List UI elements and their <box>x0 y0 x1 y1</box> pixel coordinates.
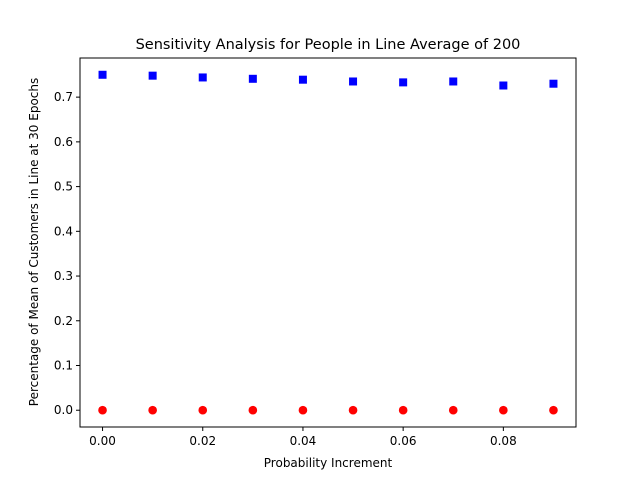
circle-point <box>499 405 508 415</box>
x-tick-label: 0.06 <box>390 434 417 448</box>
square-point <box>198 73 207 82</box>
square-point <box>98 70 107 79</box>
x-tick-label: 0.08 <box>490 434 517 448</box>
x-tick-label: 0.00 <box>89 434 116 448</box>
square-point <box>499 81 508 90</box>
y-tick-label: 0.2 <box>54 314 73 328</box>
square-point <box>148 71 157 80</box>
y-tick-label: 0.4 <box>54 224 73 238</box>
x-axis-title: Probability Increment <box>264 456 393 470</box>
y-tick-label: 0.1 <box>54 359 73 373</box>
y-axis-ticks: 0.0 0.1 0.2 0.3 0.4 0.5 0.6 0.7 <box>54 90 80 417</box>
y-axis-title: Percentage of Mean of Customers in Line … <box>27 78 41 406</box>
plot-series <box>98 70 558 415</box>
circle-point <box>448 405 458 415</box>
circle-point <box>549 405 558 415</box>
square-point <box>399 78 408 87</box>
circle-point <box>98 405 107 415</box>
y-tick-label: 0.7 <box>54 90 73 104</box>
y-tick-label: 0.3 <box>54 269 73 283</box>
square-point <box>248 74 257 83</box>
x-tick-label: 0.04 <box>290 434 317 448</box>
square-point <box>449 77 458 86</box>
square-point <box>549 79 558 88</box>
y-tick-label: 0.5 <box>54 180 73 194</box>
circle-point <box>148 405 157 415</box>
square-point <box>349 77 358 86</box>
series-1 <box>98 70 558 90</box>
y-tick-label: 0.0 <box>54 403 73 417</box>
y-tick-label: 0.6 <box>54 135 73 149</box>
chart-title: Sensitivity Analysis for People in Line … <box>136 37 521 53</box>
circle-point <box>298 405 308 415</box>
plot-frame <box>79 57 577 428</box>
square-point <box>298 75 307 84</box>
circle-point <box>398 405 408 415</box>
circle-point <box>248 405 258 415</box>
x-tick-label: 0.02 <box>189 434 216 448</box>
x-axis-ticks: 0.00 0.02 0.04 0.06 0.08 <box>89 427 517 448</box>
circle-point <box>198 405 208 415</box>
circle-point <box>348 405 358 415</box>
series-2 <box>98 405 558 415</box>
